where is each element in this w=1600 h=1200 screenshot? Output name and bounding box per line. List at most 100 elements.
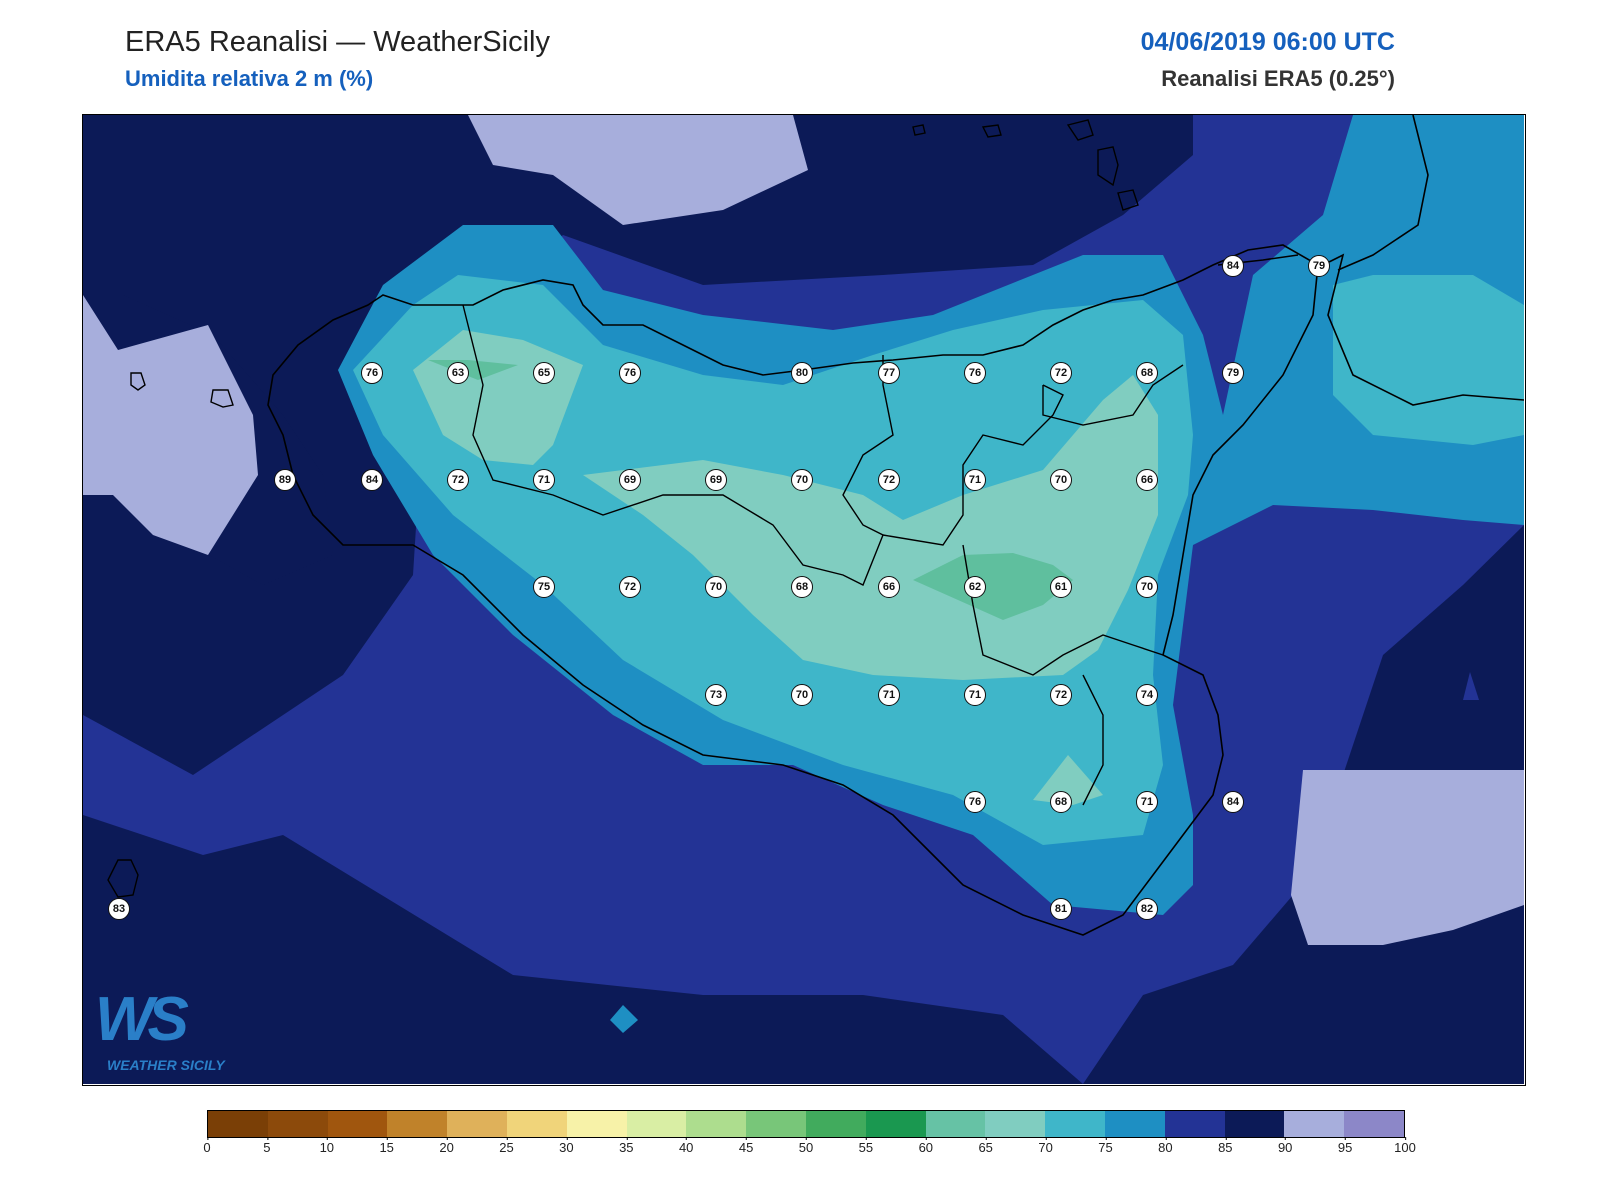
station-marker[interactable]: 66 bbox=[1136, 469, 1158, 491]
station-marker[interactable]: 84 bbox=[361, 469, 383, 491]
station-marker[interactable]: 79 bbox=[1222, 362, 1244, 384]
province-borders-central bbox=[882, 384, 1064, 546]
egadi-islands bbox=[130, 372, 146, 391]
station-marker[interactable]: 69 bbox=[705, 469, 727, 491]
aeolian-island-1 bbox=[981, 124, 1002, 138]
station-marker[interactable]: 71 bbox=[878, 684, 900, 706]
band-75-east bbox=[1333, 275, 1524, 445]
band-70-south bbox=[1033, 755, 1103, 805]
colorbar-segment bbox=[865, 1111, 926, 1137]
station-marker[interactable]: 84 bbox=[1222, 255, 1244, 277]
station-marker[interactable]: 63 bbox=[447, 362, 469, 384]
band-high-islet bbox=[1463, 672, 1479, 700]
colorbar-tick-label: 100 bbox=[1394, 1137, 1416, 1155]
station-marker[interactable]: 68 bbox=[1050, 791, 1072, 813]
colorbar-tick-label: 5 bbox=[263, 1137, 271, 1155]
colorbar-tick-label: 30 bbox=[559, 1137, 574, 1155]
band-saturated-north bbox=[468, 115, 808, 225]
station-marker[interactable]: 72 bbox=[447, 469, 469, 491]
province-borders-south bbox=[962, 544, 1164, 676]
station-marker[interactable]: 80 bbox=[791, 362, 813, 384]
station-marker[interactable]: 76 bbox=[619, 362, 641, 384]
band-65-central bbox=[913, 553, 1073, 620]
station-marker[interactable]: 71 bbox=[533, 469, 555, 491]
colorbar bbox=[207, 1110, 1405, 1138]
colorbar-segment bbox=[1224, 1111, 1285, 1137]
station-marker[interactable]: 76 bbox=[964, 362, 986, 384]
station-marker[interactable]: 72 bbox=[1050, 684, 1072, 706]
colorbar-segment bbox=[208, 1111, 268, 1137]
colorbar-tick-label: 35 bbox=[619, 1137, 634, 1155]
favignana-island bbox=[210, 389, 234, 408]
colorbar-segment bbox=[327, 1111, 388, 1137]
colorbar-segment bbox=[387, 1111, 448, 1137]
station-marker[interactable]: 76 bbox=[361, 362, 383, 384]
ustica-island bbox=[912, 124, 926, 136]
colorbar-segment bbox=[1045, 1111, 1105, 1137]
colorbar-tick-label: 20 bbox=[439, 1137, 454, 1155]
band-saturated-west bbox=[83, 295, 258, 555]
station-marker[interactable]: 66 bbox=[878, 576, 900, 598]
colorbar-tick-label: 85 bbox=[1218, 1137, 1233, 1155]
station-marker[interactable]: 89 bbox=[274, 469, 296, 491]
station-marker[interactable]: 76 bbox=[964, 791, 986, 813]
province-borders-southeast bbox=[1082, 674, 1104, 806]
colorbar-segment bbox=[1284, 1111, 1345, 1137]
station-marker[interactable]: 75 bbox=[533, 576, 555, 598]
station-marker[interactable]: 77 bbox=[878, 362, 900, 384]
station-marker[interactable]: 68 bbox=[1136, 362, 1158, 384]
station-marker[interactable]: 62 bbox=[964, 576, 986, 598]
station-marker[interactable]: 72 bbox=[1050, 362, 1072, 384]
colorbar-tick-label: 90 bbox=[1277, 1137, 1293, 1155]
map-source: Reanalisi ERA5 (0.25°) bbox=[1161, 66, 1395, 91]
station-marker[interactable]: 71 bbox=[964, 684, 986, 706]
band-80-islet bbox=[610, 1005, 638, 1033]
logo-letters: WS bbox=[95, 985, 189, 1054]
colorbar-tick-label: 40 bbox=[678, 1137, 694, 1155]
station-marker[interactable]: 79 bbox=[1308, 255, 1330, 277]
station-marker[interactable]: 71 bbox=[1136, 791, 1158, 813]
aeolian-island-2 bbox=[1066, 119, 1094, 141]
station-marker[interactable]: 84 bbox=[1222, 791, 1244, 813]
colorbar-tick-label: 15 bbox=[379, 1137, 394, 1155]
station-markers: 76 63 65 76 80 77 76 72 68 79 84 79 89 8… bbox=[83, 115, 1524, 1084]
station-marker[interactable]: 82 bbox=[1136, 898, 1158, 920]
colorbar-tick-label: 95 bbox=[1337, 1137, 1353, 1155]
colorbar-segment bbox=[925, 1111, 986, 1137]
logo-text: WEATHER SICILY bbox=[107, 1057, 225, 1073]
colorbar-tick-label: 55 bbox=[858, 1137, 874, 1155]
colorbar-tick-label: 10 bbox=[319, 1137, 335, 1155]
map-area[interactable]: 76 63 65 76 80 77 76 72 68 79 84 79 89 8… bbox=[82, 114, 1526, 1086]
station-marker[interactable]: 72 bbox=[619, 576, 641, 598]
colorbar-tick-label: 60 bbox=[918, 1137, 934, 1155]
station-marker[interactable]: 70 bbox=[791, 469, 813, 491]
colorbar-segment bbox=[506, 1111, 567, 1137]
colorbar-tick-label: 45 bbox=[738, 1137, 754, 1155]
aeolian-island-3 bbox=[1097, 146, 1119, 187]
colorbar-tick-label: 75 bbox=[1098, 1137, 1113, 1155]
colorbar-segment bbox=[805, 1111, 866, 1137]
colorbar-segment bbox=[1164, 1111, 1225, 1137]
station-marker[interactable]: 70 bbox=[791, 684, 813, 706]
station-marker[interactable]: 81 bbox=[1050, 898, 1072, 920]
colorbar-tick-label: 70 bbox=[1038, 1137, 1053, 1155]
station-marker[interactable]: 70 bbox=[705, 576, 727, 598]
station-marker[interactable]: 61 bbox=[1050, 576, 1072, 598]
station-marker[interactable]: 73 bbox=[705, 684, 727, 706]
colorbar-segment bbox=[686, 1111, 747, 1137]
station-marker[interactable]: 74 bbox=[1136, 684, 1158, 706]
station-marker[interactable]: 83 bbox=[108, 898, 130, 920]
colorbar-tick-label: 0 bbox=[203, 1137, 211, 1155]
station-marker[interactable]: 70 bbox=[1050, 469, 1072, 491]
station-marker[interactable]: 68 bbox=[791, 576, 813, 598]
colorbar-tick-label: 25 bbox=[499, 1137, 514, 1155]
province-borders-west bbox=[462, 304, 894, 586]
colorbar-segment bbox=[1344, 1111, 1404, 1137]
station-marker[interactable]: 71 bbox=[964, 469, 986, 491]
band-saturated-east bbox=[1291, 770, 1524, 945]
station-marker[interactable]: 69 bbox=[619, 469, 641, 491]
station-marker[interactable]: 70 bbox=[1136, 576, 1158, 598]
band-very-high-east bbox=[1083, 525, 1524, 1084]
station-marker[interactable]: 72 bbox=[878, 469, 900, 491]
station-marker[interactable]: 65 bbox=[533, 362, 555, 384]
